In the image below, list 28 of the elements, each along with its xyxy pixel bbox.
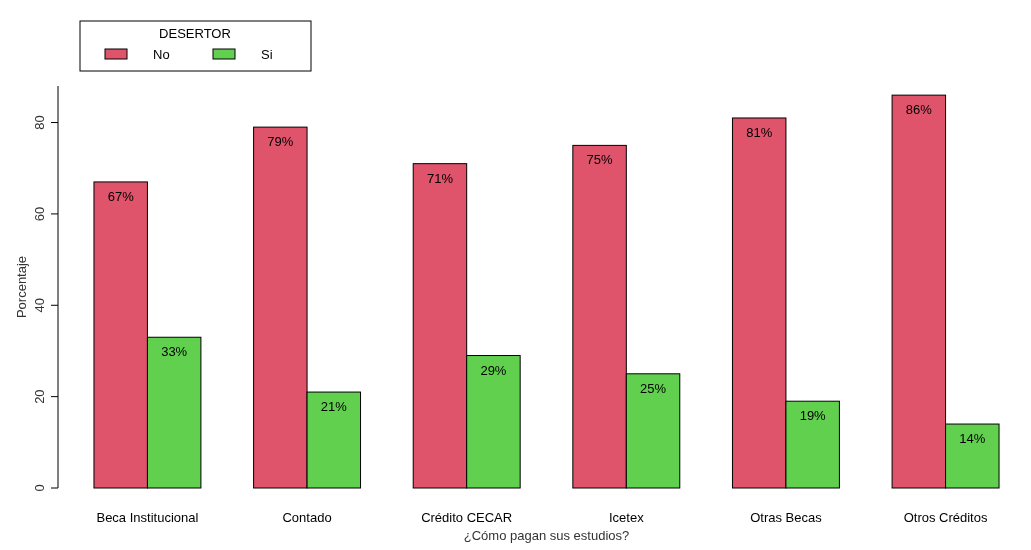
x-tick-label: Otras Becas bbox=[750, 510, 823, 525]
y-tick-label: 60 bbox=[32, 206, 47, 222]
data-label: 33% bbox=[161, 344, 188, 360]
data-label: 29% bbox=[480, 362, 507, 378]
y-tick-label: 0 bbox=[32, 484, 47, 492]
legend-label: No bbox=[153, 47, 170, 62]
x-tick-label: Otros Créditos bbox=[903, 510, 988, 525]
data-label: 71% bbox=[426, 170, 454, 186]
data-label: 14% bbox=[959, 431, 986, 447]
x-tick-label: Beca Institucional bbox=[96, 510, 199, 525]
x-axis-title: ¿Cómo pagan sus estudios? bbox=[463, 528, 630, 543]
data-label: 21% bbox=[320, 399, 348, 415]
data-label: 75% bbox=[586, 152, 614, 168]
data-label: 25% bbox=[640, 380, 667, 396]
data-label: 19% bbox=[799, 408, 827, 424]
y-tick-label: 20 bbox=[32, 389, 47, 404]
data-label: 67% bbox=[107, 188, 135, 204]
y-tick-label: 80 bbox=[32, 115, 47, 130]
data-label: 81% bbox=[746, 124, 773, 140]
y-tick-label: 40 bbox=[32, 298, 47, 313]
y-axis-title: Porcentaje bbox=[14, 255, 29, 319]
x-tick-label: Contado bbox=[282, 510, 332, 525]
legend-label: Si bbox=[261, 47, 273, 62]
x-tick-label: Icetex bbox=[608, 510, 645, 525]
x-tick-label: Crédito CECAR bbox=[421, 510, 513, 525]
legend-title: DESERTOR bbox=[159, 26, 231, 41]
data-label: 86% bbox=[905, 102, 933, 118]
data-label: 79% bbox=[267, 134, 294, 150]
